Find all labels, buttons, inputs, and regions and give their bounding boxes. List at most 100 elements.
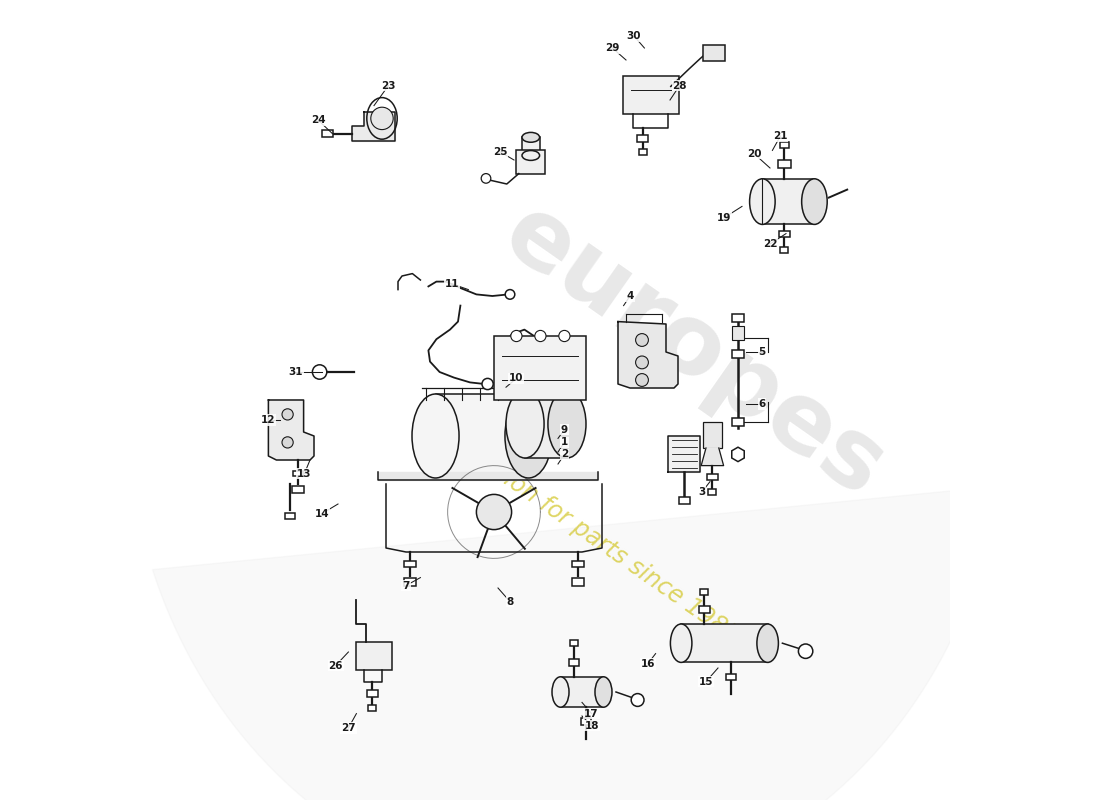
Bar [703,45,725,61]
Text: europes: europes [486,186,902,518]
Bar [679,497,690,504]
Circle shape [559,330,570,342]
Ellipse shape [548,390,586,458]
Bar [522,138,540,155]
Text: 6: 6 [758,399,766,409]
Text: 31: 31 [288,367,302,377]
Circle shape [636,374,648,386]
Polygon shape [732,447,745,462]
Bar [581,718,591,725]
Bar [762,178,814,224]
Ellipse shape [412,394,459,478]
Bar [703,422,722,448]
Circle shape [636,356,648,369]
Ellipse shape [522,150,540,160]
Circle shape [535,330,546,342]
Ellipse shape [506,390,544,458]
Text: 2: 2 [561,450,568,459]
Ellipse shape [757,624,779,662]
Bar [639,149,647,154]
Bar [572,561,584,567]
Bar [516,150,546,174]
Text: 9: 9 [561,425,568,434]
Bar [572,578,584,586]
Text: 13: 13 [297,469,311,478]
Bar [569,659,580,666]
Polygon shape [669,436,701,472]
Ellipse shape [670,624,692,662]
Bar [732,350,745,358]
Circle shape [510,330,522,342]
Bar [637,134,648,142]
Bar [285,513,295,519]
Bar [570,640,578,646]
Text: 17: 17 [584,709,598,718]
Bar [726,674,736,680]
Bar [494,336,586,400]
Bar [436,394,528,478]
Bar [405,561,416,567]
Polygon shape [352,112,395,141]
Polygon shape [268,400,313,460]
Text: 4: 4 [626,291,634,301]
Polygon shape [701,448,724,466]
Circle shape [505,290,515,299]
Ellipse shape [749,179,775,224]
Text: 12: 12 [261,415,276,425]
Bar [708,489,716,494]
Circle shape [312,365,327,379]
Text: 11: 11 [446,279,460,289]
Circle shape [482,378,493,390]
Circle shape [476,494,512,530]
Text: 18: 18 [584,721,598,730]
Text: 24: 24 [310,115,326,125]
Ellipse shape [552,677,569,707]
Bar [525,390,566,458]
Text: 5: 5 [758,347,766,357]
Ellipse shape [595,677,612,707]
Circle shape [631,694,644,706]
Bar [779,231,790,238]
Ellipse shape [505,394,552,478]
Ellipse shape [522,132,540,142]
Bar [732,418,745,426]
Text: a passion for parts since 1985: a passion for parts since 1985 [437,424,744,648]
Circle shape [282,409,294,420]
Circle shape [636,334,648,346]
Text: 28: 28 [672,81,686,90]
Text: 15: 15 [698,677,713,686]
Text: 3: 3 [698,487,705,497]
Text: 10: 10 [509,374,524,383]
Text: 7: 7 [403,581,409,590]
Text: 30: 30 [627,31,641,41]
Text: 14: 14 [315,509,329,518]
Bar [292,486,304,493]
Text: 19: 19 [717,213,732,222]
Circle shape [371,107,393,130]
Circle shape [282,437,294,448]
Circle shape [799,644,813,658]
Bar [732,314,745,322]
Bar [707,474,717,480]
Text: 16: 16 [640,659,654,669]
Ellipse shape [802,179,827,224]
Bar [733,326,744,340]
Bar [701,589,708,595]
Bar [367,690,377,697]
Text: 26: 26 [329,661,343,670]
Polygon shape [618,322,678,388]
Text: 29: 29 [605,43,619,53]
Bar [294,470,302,477]
Bar [355,642,392,670]
Bar [780,142,789,149]
Text: 27: 27 [341,723,355,733]
Bar [700,606,710,613]
Bar [623,76,679,114]
Polygon shape [153,486,999,800]
Text: 8: 8 [506,597,514,606]
Text: 20: 20 [747,149,761,158]
Bar [561,677,604,707]
Bar [780,247,789,253]
Bar [778,160,791,168]
Text: 25: 25 [493,147,507,157]
